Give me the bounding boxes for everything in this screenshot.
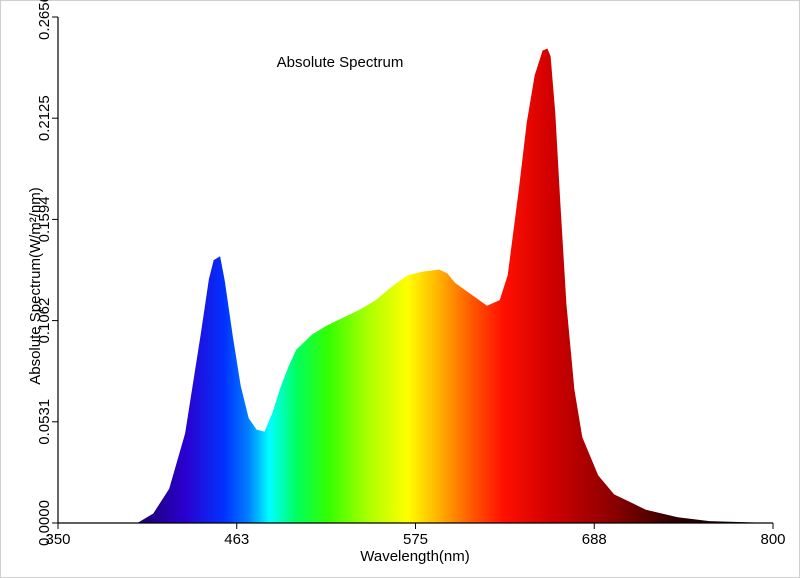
- spectrum-area: [58, 48, 773, 523]
- y-tick-label: 0.1594: [36, 196, 53, 242]
- y-tick-label: 0.0531: [36, 399, 53, 445]
- x-axis-ticks: 350 463 575 688 800: [45, 523, 786, 548]
- y-tick-label: 0.1062: [36, 298, 53, 344]
- y-tick-label: 0.2656: [36, 0, 53, 40]
- y-axis-title: Absolute Spectrum(W/m²/nm): [27, 187, 44, 385]
- y-axis-ticks: 0.0000 0.0531 0.1062 0.1594 0.2125 0.2656: [36, 0, 58, 546]
- x-tick-label: 575: [403, 531, 428, 548]
- y-tick-label: 0.2125: [36, 95, 53, 141]
- x-axis-title: Wavelength(nm): [360, 548, 469, 565]
- chart-title: Absolute Spectrum: [277, 54, 404, 71]
- x-tick-label: 463: [224, 531, 249, 548]
- x-tick-label: 688: [582, 531, 607, 548]
- x-tick-label: 350: [45, 531, 70, 548]
- y-tick-label: 0.0000: [36, 500, 53, 546]
- x-tick-label: 800: [760, 531, 785, 548]
